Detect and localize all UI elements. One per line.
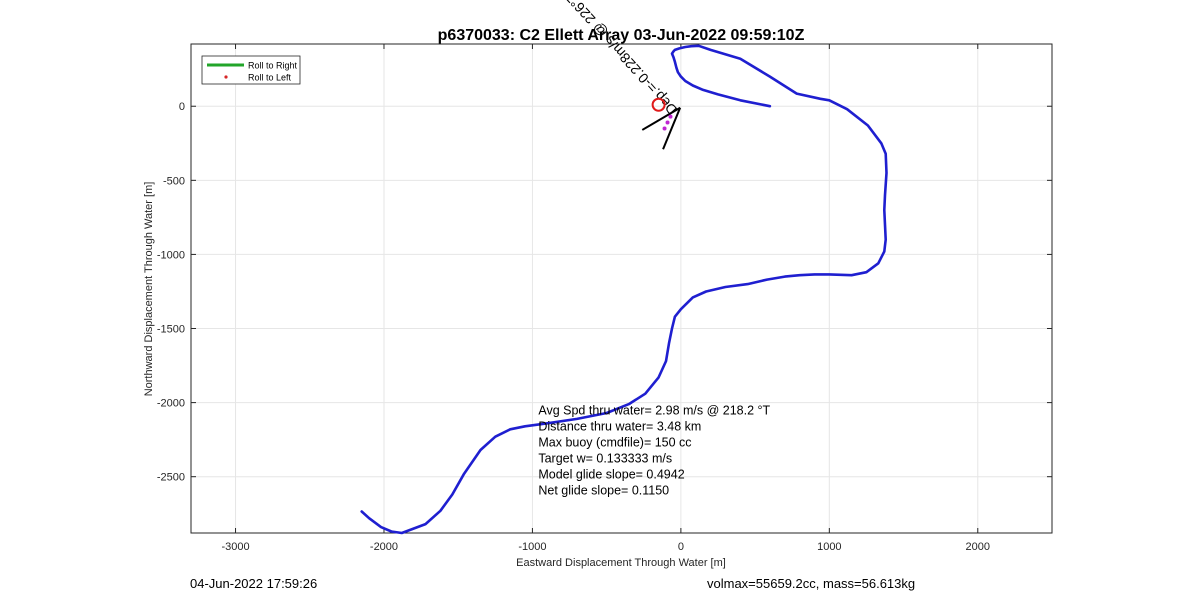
chart-title: p6370033: C2 Ellett Array 03-Jun-2022 09… bbox=[438, 27, 805, 44]
y-tick-label: -2000 bbox=[157, 398, 185, 410]
x-tick-label: 2000 bbox=[966, 541, 990, 553]
x-tick-label: 1000 bbox=[817, 541, 841, 553]
surface-point bbox=[662, 126, 667, 131]
stats-annotation: Model glide slope= 0.4942 bbox=[538, 467, 684, 481]
legend-label: Roll to Left bbox=[248, 73, 292, 83]
track-line bbox=[360, 44, 888, 535]
y-tick-label: -1500 bbox=[157, 324, 185, 336]
current-arrow bbox=[641, 106, 681, 131]
x-tick-label: 0 bbox=[678, 541, 684, 553]
x-tick-label: -2000 bbox=[370, 541, 398, 553]
legend-swatch-dot bbox=[224, 75, 228, 79]
plot-area: -3000 -2000 -1000 0 1000 2000 -2500 -2000 -1500 -… bbox=[157, 0, 1053, 553]
y-tick-label: -2500 bbox=[157, 472, 185, 484]
start-marker bbox=[651, 97, 666, 112]
footer-volmax-mass: volmax=55659.2cc, mass=56.613kg bbox=[707, 576, 916, 591]
surface-point bbox=[668, 114, 673, 119]
plot-background bbox=[191, 44, 1052, 533]
legend-box bbox=[201, 55, 301, 85]
y-tick-label: -500 bbox=[163, 175, 185, 187]
y-tick-label: -1000 bbox=[157, 249, 185, 261]
x-axis-label: Eastward Displacement Through Water [m] bbox=[516, 557, 726, 569]
x-tick-label: -3000 bbox=[221, 541, 249, 553]
stats-annotation: Distance thru water= 3.48 km bbox=[538, 419, 701, 433]
footer-timestamp: 04-Jun-2022 17:59:26 bbox=[190, 576, 318, 591]
y-tick-label: 0 bbox=[179, 101, 185, 113]
stats-annotation: Net glide slope= 0.1150 bbox=[538, 483, 669, 497]
stats-annotation: Target w= 0.133333 m/s bbox=[538, 451, 672, 465]
legend-label: Roll to Right bbox=[248, 61, 298, 71]
axes-box bbox=[190, 43, 1053, 534]
stats-annotation: Max buoy (cmdfile)= 150 cc bbox=[538, 435, 691, 449]
legend: Roll to Right Roll to Left bbox=[201, 55, 301, 85]
x-tick-label: -1000 bbox=[518, 541, 546, 553]
surface-point bbox=[665, 120, 670, 125]
stats-annotation: Avg Spd thru water= 2.98 m/s @ 218.2 °T bbox=[538, 403, 770, 417]
y-axis-label: Northward Displacement Through Water [m] bbox=[143, 182, 155, 397]
current-arrow bbox=[662, 107, 682, 150]
